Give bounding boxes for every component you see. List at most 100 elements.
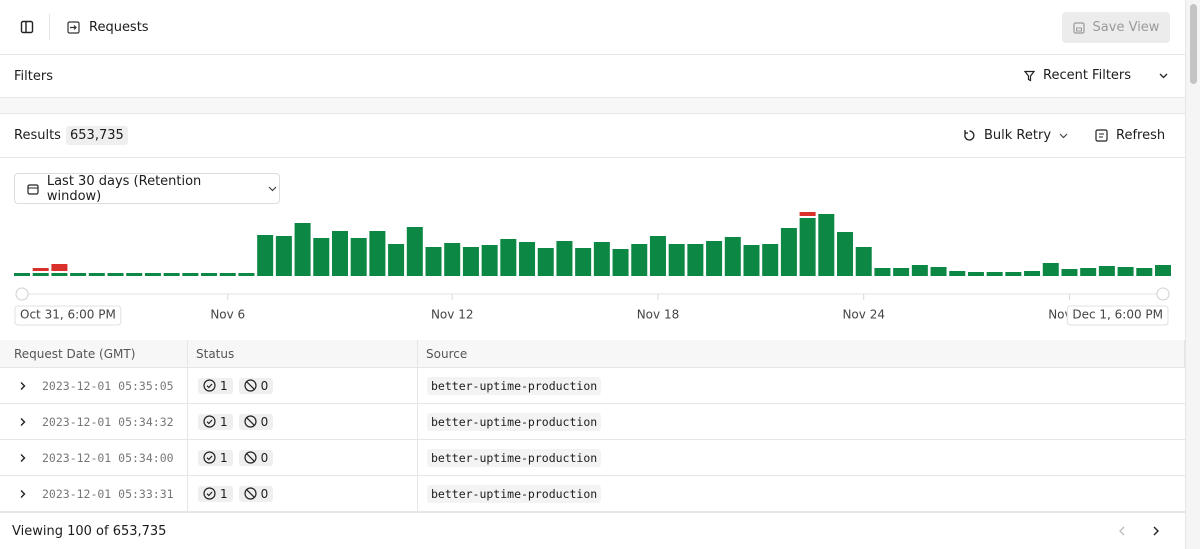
bar-segment — [893, 268, 910, 276]
success-badge: 1 — [198, 485, 233, 502]
top-bar: Requests Save View — [0, 0, 1185, 55]
source-cell: better-uptime-production — [418, 440, 1185, 475]
bar-segment — [425, 247, 442, 276]
table-header: Request Date (GMT) Status Source — [0, 340, 1185, 368]
bar-segment — [743, 245, 760, 276]
bar-segment — [1024, 271, 1041, 276]
filter-icon — [1024, 70, 1035, 81]
bar-segment — [32, 268, 49, 271]
column-header: Source — [426, 346, 468, 361]
bar-segment — [406, 227, 423, 276]
failed-badge: 0 — [238, 485, 274, 502]
bar-segment — [687, 244, 704, 276]
failed-icon — [244, 451, 257, 464]
bar-segment — [14, 273, 30, 276]
filters-bar: Filters Recent Filters — [0, 55, 1185, 98]
calendar-icon — [27, 183, 39, 195]
failed-badge: 0 — [238, 377, 274, 394]
x-tick-label: Nov 24 — [842, 308, 885, 322]
x-tick-label: Nov 6 — [210, 308, 245, 322]
success-count: 1 — [220, 378, 228, 393]
expand-chevron[interactable] — [18, 453, 28, 463]
chevron-down — [1159, 73, 1168, 78]
sidebar-toggle[interactable] — [20, 20, 34, 34]
save-view-label: Save View — [1092, 20, 1160, 35]
table-row[interactable]: 2023-12-01 05:35:05 1 0 better-uptime-produ… — [0, 368, 1185, 404]
bar-segment — [724, 237, 741, 276]
failed-count: 0 — [260, 378, 269, 393]
x-tick-label: Oct 31, 6:00 PM — [20, 308, 116, 322]
request-date: 2023-12-01 05:34:32 — [42, 414, 174, 429]
bar-segment — [88, 273, 105, 276]
bar-segment — [350, 238, 367, 276]
request-date: 2023-12-01 05:35:05 — [42, 378, 174, 393]
results-count: 653,735 — [66, 126, 128, 145]
bar-segment — [275, 236, 292, 276]
source-name: better-uptime-production — [427, 412, 602, 431]
recent-filters-button[interactable]: Recent Filters — [1024, 68, 1169, 83]
success-count: 1 — [220, 486, 228, 501]
bar-segment — [70, 273, 87, 276]
bar-segment — [799, 218, 816, 276]
bulk-retry-button[interactable]: Bulk Retry — [963, 128, 1069, 143]
failed-icon — [244, 379, 257, 392]
scrollbar[interactable] — [1185, 0, 1200, 549]
bar-segment — [388, 244, 405, 276]
bar-segment — [313, 238, 330, 276]
bar-segment — [144, 273, 161, 276]
bar-segment — [1080, 268, 1097, 276]
prev-page[interactable] — [1117, 525, 1127, 537]
bar-segment — [519, 242, 536, 276]
column-header-cell: Status — [188, 340, 418, 367]
bar-segment — [107, 273, 124, 276]
bar-segment — [1061, 269, 1078, 276]
source-name: better-uptime-production — [427, 484, 602, 503]
scroll-thumb[interactable] — [1190, 4, 1197, 84]
bar-segment — [986, 272, 1003, 276]
bar-segment — [799, 212, 816, 216]
viewing-count: Viewing 100 of 653,735 — [12, 523, 167, 539]
expand-chevron[interactable] — [18, 417, 28, 427]
source-name: better-uptime-production — [427, 448, 602, 467]
expand-chevron[interactable] — [18, 381, 28, 391]
x-tick-label-box — [14, 305, 122, 326]
spacer — [0, 98, 1185, 114]
requests-icon — [67, 20, 80, 34]
failed-badge: 0 — [238, 413, 274, 430]
bar-segment — [668, 244, 685, 276]
table-row[interactable]: 2023-12-01 05:34:32 1 0 better-uptime-produ… — [0, 404, 1185, 440]
bar-segment — [930, 267, 947, 276]
table-row[interactable]: 2023-12-01 05:34:00 1 0 better-uptime-produ… — [0, 440, 1185, 476]
bar-segment — [649, 236, 666, 276]
bar-segment — [818, 214, 835, 276]
next-page[interactable] — [1151, 525, 1161, 537]
table-row[interactable]: 2023-12-01 05:33:31 1 0 better-uptime-produ… — [0, 476, 1185, 512]
results-bar: Results 653,735 Bulk Retry Refresh — [0, 114, 1185, 158]
bar-segment — [481, 245, 498, 276]
expand-chevron[interactable] — [18, 489, 28, 499]
page-title: Requests — [89, 19, 149, 35]
bulk-retry-label: Bulk Retry — [984, 128, 1052, 143]
success-icon — [203, 487, 216, 500]
column-header-cell: Source — [418, 340, 1185, 367]
refresh-button[interactable]: Refresh — [1095, 128, 1165, 143]
x-tick-label: Nov 18 — [637, 308, 680, 322]
bar-segment — [331, 231, 348, 276]
x-tick-label-box — [1066, 305, 1169, 326]
bar-segment — [874, 268, 891, 276]
save-view-button[interactable]: Save View — [1062, 12, 1170, 43]
bar-segment — [967, 272, 984, 276]
bar-segment — [369, 231, 386, 276]
success-count: 1 — [220, 450, 228, 465]
bar-segment — [837, 232, 854, 276]
bar-segment — [537, 248, 554, 276]
bar-segment — [462, 247, 479, 276]
success-icon — [203, 379, 216, 392]
date-range-picker[interactable]: Last 30 days (Retention window) — [14, 173, 280, 204]
bar-segment — [219, 273, 236, 276]
bar-segment — [780, 228, 797, 276]
